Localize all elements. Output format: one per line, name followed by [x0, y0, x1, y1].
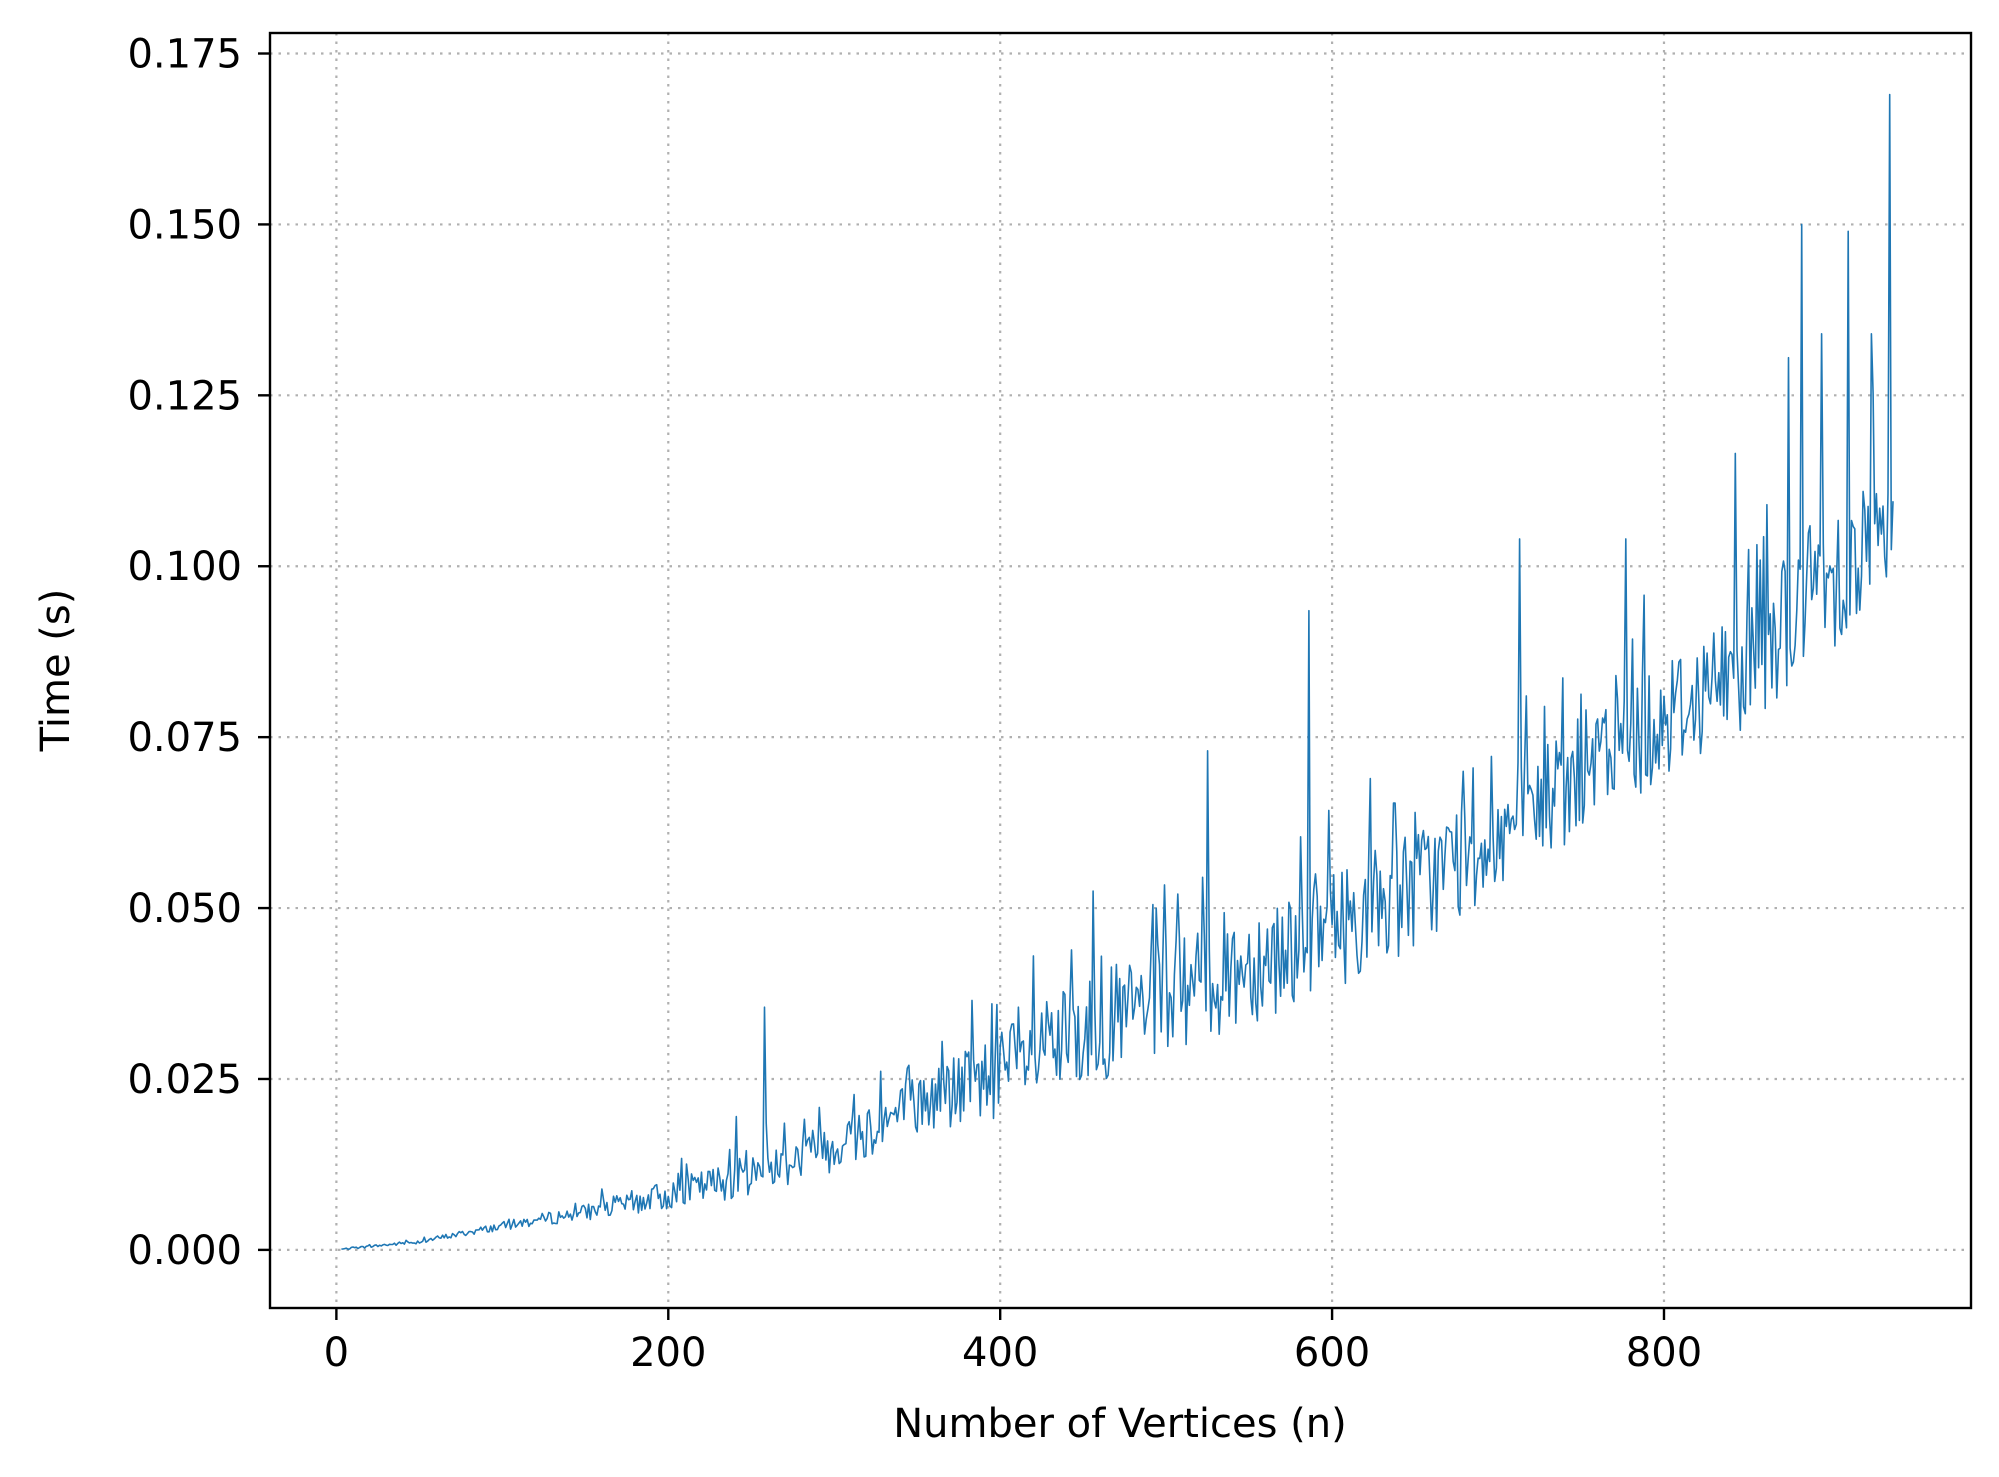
y-tick-label: 0.025: [127, 1057, 242, 1103]
y-axis-label: Time (s): [33, 589, 79, 753]
x-axis-label: Number of Vertices (n): [893, 1401, 1347, 1447]
series-layer: [341, 93, 1894, 1250]
y-tick-label: 0.100: [127, 544, 242, 590]
y-tick-label: 0.000: [127, 1228, 242, 1274]
x-tick-label: 400: [962, 1330, 1038, 1376]
y-tick-label: 0.150: [127, 202, 242, 248]
series-line: [341, 93, 1894, 1250]
y-tick-label: 0.050: [127, 886, 242, 932]
x-tick-label: 200: [630, 1330, 706, 1376]
x-tick-label: 0: [324, 1330, 349, 1376]
x-tick-label: 800: [1626, 1330, 1702, 1376]
axis-ticks: 0 200 400 600 800 0.000 0.025 0.050 0.075 0.100 0.…: [127, 32, 1702, 1376]
y-tick-label: 0.175: [127, 32, 242, 78]
plot-frame: [268, 31, 1973, 1310]
grid-lines: [270, 33, 1971, 1308]
y-tick-label: 0.075: [127, 715, 242, 761]
x-tick-label: 600: [1294, 1330, 1370, 1376]
y-tick-label: 0.125: [127, 373, 242, 419]
